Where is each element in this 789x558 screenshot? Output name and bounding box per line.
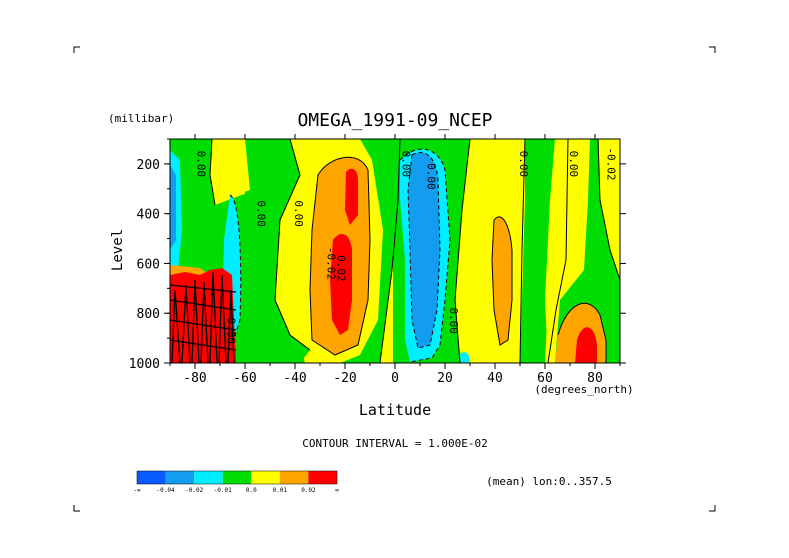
contour-label: 0.00 bbox=[447, 307, 460, 334]
y-axis: 200 400 600 800 1000 bbox=[129, 138, 626, 372]
contour-line bbox=[171, 271, 235, 363]
contour-line bbox=[407, 152, 441, 349]
contour-label: 0.02 bbox=[335, 255, 348, 282]
colorbar-label: 0.0 bbox=[246, 487, 257, 494]
contour-label: 0.00 bbox=[400, 151, 413, 178]
contour-label: 0.00 bbox=[567, 151, 580, 178]
contour-line bbox=[491, 216, 513, 346]
cyan-small bbox=[460, 352, 470, 363]
contour-label-group: 0.000.00 0.000.02-0.020.000.000.000.00 0.0… bbox=[195, 147, 618, 344]
contour-line bbox=[454, 139, 471, 363]
colorbar-label: -0.01 bbox=[214, 487, 232, 494]
x-tick-label: 80 bbox=[587, 371, 603, 386]
chart-title: OMEGA_1991-09_NCEP bbox=[297, 110, 492, 131]
corner-marks bbox=[73, 46, 716, 512]
yellow-strip-4 bbox=[598, 139, 620, 280]
y-tick-label: 1000 bbox=[129, 357, 160, 372]
blue-left-edge bbox=[170, 165, 176, 250]
contour-line bbox=[274, 139, 311, 351]
contour-label: 0.00 bbox=[292, 200, 305, 227]
contour-line bbox=[557, 302, 607, 363]
colorbar-swatch bbox=[165, 471, 195, 484]
y-tick-label: 800 bbox=[137, 307, 160, 322]
x-tick-label: -40 bbox=[283, 371, 306, 386]
yellow-strip-1 bbox=[212, 139, 250, 200]
contour-line bbox=[209, 139, 216, 206]
contour-label: 0.00 bbox=[195, 151, 208, 178]
contour-label: 0.00 bbox=[517, 151, 530, 178]
footer-text: (mean) lon:0..357.5 bbox=[486, 475, 612, 488]
x-tick-label: -60 bbox=[233, 371, 256, 386]
red-south-mid-upper bbox=[345, 168, 358, 225]
y-unit-label: (millibar) bbox=[108, 112, 174, 125]
colorbar-label: 0.02 bbox=[301, 487, 316, 494]
contour-label: 0.00 bbox=[425, 163, 438, 190]
contour-line bbox=[229, 194, 242, 346]
contour-line bbox=[597, 139, 620, 281]
colorbar-swatch bbox=[222, 471, 252, 484]
y-tick-label: 600 bbox=[137, 257, 160, 272]
green-band-south-mid bbox=[245, 139, 310, 363]
contour-label: -0.02 bbox=[325, 247, 338, 280]
contour-label: 0.00 bbox=[225, 317, 238, 344]
x-tick-label: -80 bbox=[183, 371, 206, 386]
colorbar-swatch bbox=[251, 471, 280, 484]
contour-line bbox=[379, 139, 401, 363]
contour-field bbox=[170, 139, 620, 363]
contour-lines bbox=[170, 139, 620, 363]
colorbar-label: -0.04 bbox=[157, 487, 175, 494]
x-tick-label: 40 bbox=[487, 371, 503, 386]
contour-interval-text: CONTOUR INTERVAL = 1.000E-02 bbox=[302, 437, 487, 450]
colorbar-swatch bbox=[137, 471, 166, 484]
x-tick-label: 0 bbox=[391, 371, 399, 386]
x-axis: -80 -60 -40 -20 0 20 40 60 80 bbox=[169, 134, 621, 386]
contour-line bbox=[399, 148, 451, 363]
x-axis-title: Latitude bbox=[359, 401, 431, 419]
colorbar-label: -∞ bbox=[133, 487, 141, 494]
colorbar-swatch bbox=[194, 471, 223, 484]
colorbar-swatch bbox=[308, 471, 337, 484]
contour-line bbox=[170, 284, 237, 351]
contour-line bbox=[547, 139, 569, 363]
y-tick-label: 400 bbox=[137, 208, 160, 223]
colorbar-label: ∞ bbox=[335, 487, 339, 494]
colorbar-label: -0.02 bbox=[185, 487, 203, 494]
y-axis-title: Level bbox=[110, 229, 126, 271]
red-south-mid-lower bbox=[330, 234, 352, 335]
colorbar-frame bbox=[136, 470, 338, 485]
red-polar-north bbox=[575, 327, 597, 363]
orange-north bbox=[492, 216, 512, 345]
green-band-southeq bbox=[340, 139, 400, 363]
contour-label: -0.02 bbox=[605, 147, 618, 180]
x-tick-label: 60 bbox=[537, 371, 553, 386]
yellow-strip-3 bbox=[545, 139, 568, 363]
x-unit-label: (degrees_north) bbox=[534, 383, 633, 396]
x-tick-label: -20 bbox=[333, 371, 356, 386]
colorbar-swatch bbox=[279, 471, 309, 484]
colorbar: -∞ -0.04 -0.02 -0.01 0.0 0.01 0.02 ∞ bbox=[133, 470, 339, 494]
contour-line bbox=[519, 139, 526, 363]
x-tick-label: 20 bbox=[437, 371, 453, 386]
green-band-polar bbox=[555, 139, 620, 363]
contour-line bbox=[309, 156, 371, 356]
y-tick-label: 200 bbox=[137, 158, 160, 173]
colorbar-label: 0.01 bbox=[273, 487, 288, 494]
contour-label: 0.00 bbox=[255, 200, 268, 227]
blue-core-eq bbox=[408, 152, 440, 348]
